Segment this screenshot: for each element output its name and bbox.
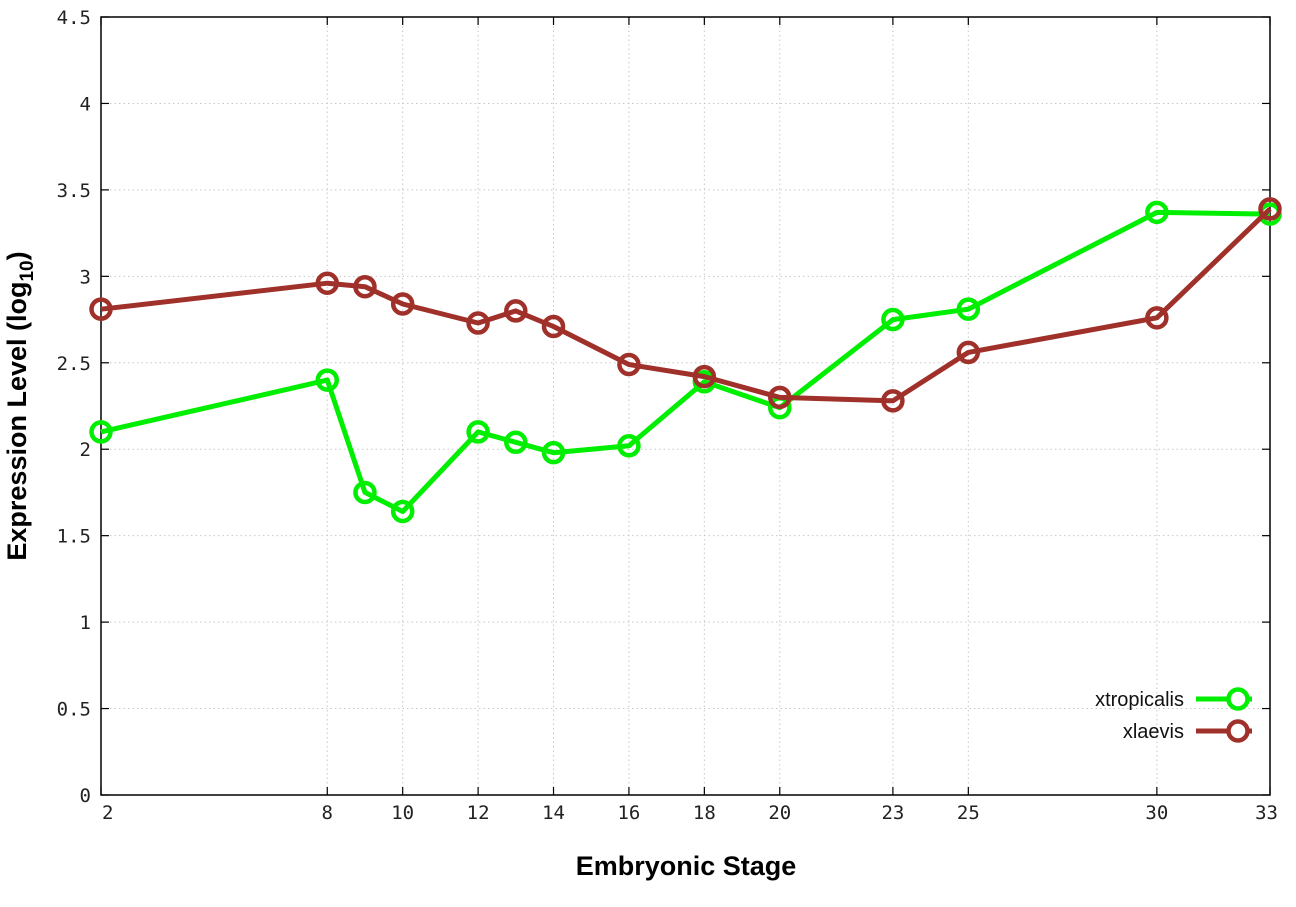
legend-marker-swatch bbox=[1226, 687, 1250, 711]
data-point-xtropicalis bbox=[89, 420, 113, 444]
x-tick-label: 30 bbox=[1145, 802, 1168, 824]
data-point-xtropicalis bbox=[504, 430, 528, 455]
data-point-xlaevis bbox=[956, 340, 981, 365]
series-xtropicalis bbox=[89, 200, 1282, 524]
data-point-xlaevis bbox=[390, 292, 415, 316]
data-point-xlaevis bbox=[89, 297, 113, 321]
y-tick-label: 1.5 bbox=[57, 526, 91, 548]
x-tick-label: 20 bbox=[768, 802, 791, 824]
legend: xtropicalis xlaevis bbox=[1095, 687, 1252, 743]
axis-ticks: 0 0.5 1 1.5 2 2.5 3 3.5 4 4.5 2 8 10 12 14 16 18 20 23 25 30… bbox=[57, 7, 1278, 824]
x-tick-label: 18 bbox=[693, 802, 716, 824]
series-xlaevis bbox=[89, 197, 1282, 413]
series-line-xlaevis bbox=[100, 207, 1272, 404]
data-point-xtropicalis bbox=[881, 307, 905, 332]
legend-label: xlaevis bbox=[1123, 721, 1184, 743]
y-tick-label: 2.5 bbox=[57, 353, 91, 375]
x-tick-label: 2 bbox=[102, 802, 113, 824]
y-axis-title-subscript: 10 bbox=[17, 260, 38, 281]
x-tick-label: 23 bbox=[881, 802, 904, 824]
grid-lines bbox=[101, 17, 1270, 795]
data-point-xlaevis bbox=[1145, 306, 1169, 330]
data-point-xlaevis bbox=[692, 364, 717, 389]
data-point-xlaevis bbox=[617, 352, 641, 377]
data-point-xtropicalis bbox=[1145, 200, 1169, 225]
legend-entry-xtropicalis: xtropicalis bbox=[1095, 687, 1252, 711]
data-point-xlaevis bbox=[504, 299, 528, 323]
data-point-xlaevis bbox=[768, 385, 792, 410]
x-tick-label: 10 bbox=[391, 802, 414, 824]
data-point-xlaevis bbox=[541, 314, 566, 339]
x-tick-label: 25 bbox=[957, 802, 980, 824]
data-point-xtropicalis bbox=[390, 499, 415, 524]
x-tick-label: 14 bbox=[542, 802, 565, 824]
y-axis-title-base: Expression Level (log bbox=[2, 282, 32, 561]
data-point-xlaevis bbox=[466, 311, 490, 335]
data-point-xlaevis bbox=[315, 271, 340, 295]
data-point-xlaevis bbox=[353, 274, 377, 299]
series-line-xtropicalis bbox=[100, 209, 1271, 514]
y-tick-label: 0 bbox=[80, 785, 91, 807]
y-tick-label: 3 bbox=[80, 266, 91, 288]
data-point-xlaevis bbox=[1258, 197, 1282, 221]
y-tick-label: 1 bbox=[80, 612, 91, 634]
legend-entry-xlaevis: xlaevis bbox=[1123, 719, 1252, 743]
y-tick-label: 3.5 bbox=[57, 180, 91, 202]
data-point-xlaevis bbox=[881, 389, 905, 413]
plot-frame bbox=[100, 16, 1271, 796]
data-point-xtropicalis bbox=[353, 480, 377, 505]
x-tick-label: 8 bbox=[322, 802, 333, 824]
legend-marker-swatch bbox=[1226, 719, 1250, 743]
y-axis-title-close: ) bbox=[2, 251, 32, 260]
x-tick-label: 33 bbox=[1255, 802, 1278, 824]
y-axis-title: Expression Level (log10) bbox=[2, 251, 38, 560]
data-point-xtropicalis bbox=[315, 368, 340, 392]
y-tick-label: 4.5 bbox=[57, 7, 91, 29]
data-point-xtropicalis bbox=[956, 297, 981, 321]
x-tick-label: 12 bbox=[467, 802, 490, 824]
data-point-xtropicalis bbox=[617, 434, 641, 458]
y-tick-label: 4 bbox=[80, 93, 91, 115]
data-point-xtropicalis bbox=[466, 420, 490, 444]
x-tick-label: 16 bbox=[617, 802, 640, 824]
y-tick-label: 0.5 bbox=[57, 699, 91, 721]
legend-label: xtropicalis bbox=[1095, 689, 1184, 711]
x-axis-title: Embryonic Stage bbox=[576, 851, 797, 881]
series-group bbox=[89, 197, 1282, 524]
data-point-xtropicalis bbox=[541, 440, 566, 465]
y-tick-label: 2 bbox=[80, 439, 91, 461]
